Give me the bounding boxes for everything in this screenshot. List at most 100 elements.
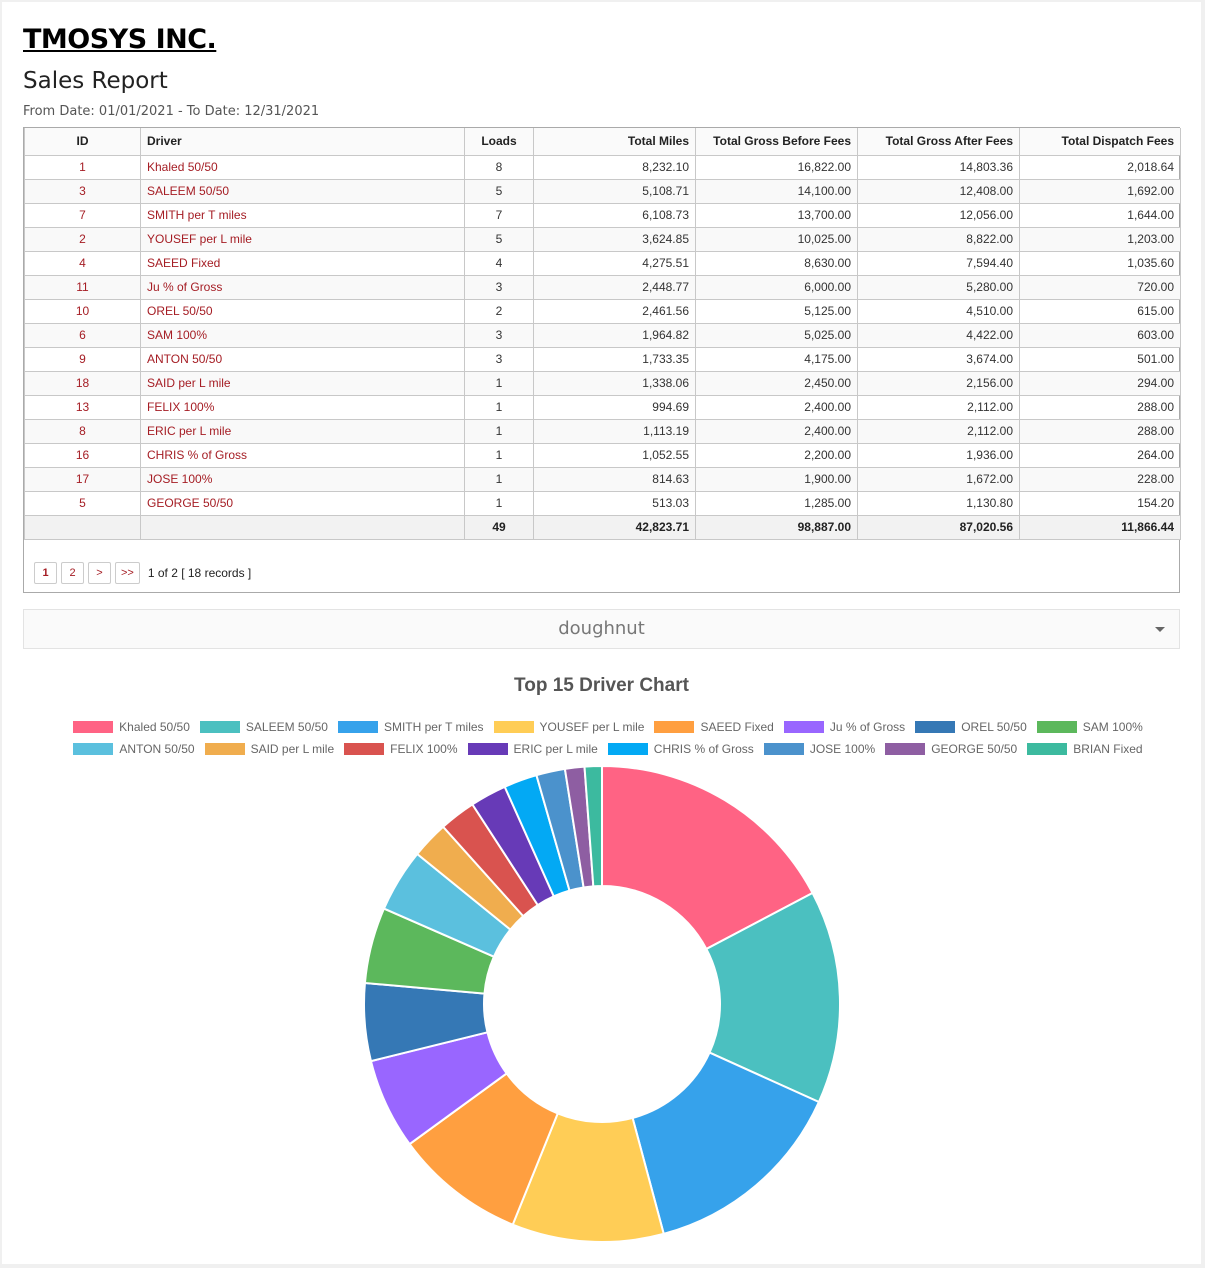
cell-driver[interactable]: JOSE 100% xyxy=(140,466,465,492)
cell-id[interactable]: 10 xyxy=(24,298,141,324)
cell-driver[interactable]: SAM 100% xyxy=(140,322,465,348)
legend-swatch xyxy=(344,743,385,755)
column-header-id[interactable]: ID xyxy=(24,128,141,156)
cell-driver[interactable]: SMITH per T miles xyxy=(140,202,465,228)
doughnut-slice[interactable] xyxy=(631,1051,821,1236)
cell-miles: 814.63 xyxy=(533,466,696,492)
column-header-total-miles[interactable]: Total Miles xyxy=(533,128,696,156)
legend-item[interactable]: SALEEM 50/50 xyxy=(199,720,328,734)
cell-gross-before: 10,025.00 xyxy=(695,226,858,252)
cell-gross-before: 4,175.00 xyxy=(695,346,858,372)
cell-id[interactable]: 18 xyxy=(24,370,141,396)
legend-item[interactable]: YOUSEF per L mile xyxy=(493,720,644,734)
legend-swatch xyxy=(915,721,956,733)
cell-id[interactable]: 16 xyxy=(24,442,141,468)
cell-id[interactable]: 17 xyxy=(24,466,141,492)
cell-loads: 2 xyxy=(464,298,534,324)
date-range: From Date: 01/01/2021 - To Date: 12/31/2… xyxy=(23,104,320,119)
cell-driver[interactable]: Khaled 50/50 xyxy=(140,154,465,180)
cell-driver[interactable]: SAEED Fixed xyxy=(140,250,465,276)
cell-driver[interactable]: GEORGE 50/50 xyxy=(140,490,465,516)
pagination: 1 2 > >> 1 of 2 [ 18 records ] xyxy=(34,562,251,584)
cell-id[interactable]: 2 xyxy=(24,226,141,252)
chart-legend: Khaled 50/50 SALEEM 50/50 SMITH per T mile… xyxy=(58,716,1158,760)
cell-loads: 1 xyxy=(464,418,534,444)
chart-type-select[interactable]: doughnut xyxy=(23,609,1180,649)
cell-gross-before: 2,400.00 xyxy=(695,418,858,444)
table-header-row: ID Driver Loads Total Miles Total Gross … xyxy=(24,128,1181,156)
cell-dispatch: 228.00 xyxy=(1019,466,1181,492)
legend-item[interactable]: SAID per L mile xyxy=(204,742,334,756)
legend-item[interactable]: Ju % of Gross xyxy=(783,720,905,734)
cell-loads: 8 xyxy=(464,154,534,180)
legend-swatch xyxy=(763,743,804,755)
legend-item[interactable]: GEORGE 50/50 xyxy=(885,742,1017,756)
column-header-loads[interactable]: Loads xyxy=(464,128,534,156)
cell-driver[interactable]: ERIC per L mile xyxy=(140,418,465,444)
legend-swatch xyxy=(337,721,378,733)
table-row: 11 Ju % of Gross 3 2,448.77 6,000.00 5,280.00… xyxy=(24,274,1181,300)
legend-label: FELIX 100% xyxy=(390,742,458,756)
last-page-button[interactable]: >> xyxy=(115,562,140,584)
legend-item[interactable]: OREL 50/50 xyxy=(915,720,1027,734)
legend-item[interactable]: SAM 100% xyxy=(1036,720,1143,734)
cell-driver[interactable]: FELIX 100% xyxy=(140,394,465,420)
table-row: 6 SAM 100% 3 1,964.82 5,025.00 4,422.00 603.00 xyxy=(24,322,1181,348)
legend-item[interactable]: BRIAN Fixed xyxy=(1027,742,1143,756)
legend-label: SALEEM 50/50 xyxy=(245,720,328,734)
cell-id[interactable]: 5 xyxy=(24,490,141,516)
doughnut-slice[interactable] xyxy=(705,891,841,1104)
legend-label: ANTON 50/50 xyxy=(119,742,195,756)
cell-id[interactable]: 1 xyxy=(24,154,141,180)
column-header-driver[interactable]: Driver xyxy=(140,128,465,156)
cell-driver[interactable]: ANTON 50/50 xyxy=(140,346,465,372)
doughnut-slice[interactable] xyxy=(583,764,603,888)
cell-loads: 3 xyxy=(464,322,534,348)
column-header-gross-after-fees[interactable]: Total Gross After Fees xyxy=(857,128,1020,156)
table-row: 8 ERIC per L mile 1 1,113.19 2,400.00 2,112.0… xyxy=(24,418,1181,444)
legend-item[interactable]: SAEED Fixed xyxy=(654,720,774,734)
cell-id[interactable]: 7 xyxy=(24,202,141,228)
cell-driver[interactable]: OREL 50/50 xyxy=(140,298,465,324)
legend-item[interactable]: FELIX 100% xyxy=(344,742,458,756)
page-2-button[interactable]: 2 xyxy=(61,562,84,584)
cell-id[interactable]: 9 xyxy=(24,346,141,372)
cell-id[interactable]: 8 xyxy=(24,418,141,444)
cell-id[interactable]: 6 xyxy=(24,322,141,348)
cell-loads: 5 xyxy=(464,226,534,252)
column-header-dispatch-fees[interactable]: Total Dispatch Fees xyxy=(1019,128,1181,156)
cell-id[interactable]: 4 xyxy=(24,250,141,276)
cell-miles: 513.03 xyxy=(533,490,696,516)
cell-gross-before: 6,000.00 xyxy=(695,274,858,300)
legend-item[interactable]: SMITH per T miles xyxy=(337,720,484,734)
legend-item[interactable]: Khaled 50/50 xyxy=(73,720,190,734)
page-1-button[interactable]: 1 xyxy=(34,562,57,584)
cell-loads: 1 xyxy=(464,442,534,468)
legend-swatch xyxy=(607,743,648,755)
cell-id[interactable]: 3 xyxy=(24,178,141,204)
doughnut-slice[interactable] xyxy=(601,764,814,951)
legend-item[interactable]: ANTON 50/50 xyxy=(73,742,195,756)
cell-driver[interactable]: CHRIS % of Gross xyxy=(140,442,465,468)
cell-id[interactable]: 11 xyxy=(24,274,141,300)
cell-id[interactable]: 13 xyxy=(24,394,141,420)
column-header-gross-before-fees[interactable]: Total Gross Before Fees xyxy=(695,128,858,156)
next-page-button[interactable]: > xyxy=(88,562,111,584)
cell-gross-before: 2,200.00 xyxy=(695,442,858,468)
legend-row: Khaled 50/50 SALEEM 50/50 SMITH per T mile… xyxy=(58,716,1158,738)
legend-item[interactable]: CHRIS % of Gross xyxy=(607,742,754,756)
cell-gross-after: 5,280.00 xyxy=(857,274,1020,300)
legend-item[interactable]: ERIC per L mile xyxy=(467,742,598,756)
cell-driver[interactable]: SALEEM 50/50 xyxy=(140,178,465,204)
legend-swatch xyxy=(467,743,508,755)
cell-gross-before: 13,700.00 xyxy=(695,202,858,228)
cell-miles: 8,232.10 xyxy=(533,154,696,180)
legend-item[interactable]: JOSE 100% xyxy=(763,742,875,756)
cell-driver[interactable]: SAID per L mile xyxy=(140,370,465,396)
cell-driver[interactable]: Ju % of Gross xyxy=(140,274,465,300)
cell-gross-before: 5,025.00 xyxy=(695,322,858,348)
table-row: 17 JOSE 100% 1 814.63 1,900.00 1,672.00 228.00 xyxy=(24,466,1181,492)
cell-driver[interactable]: YOUSEF per L mile xyxy=(140,226,465,252)
totals-empty-id xyxy=(24,514,141,540)
